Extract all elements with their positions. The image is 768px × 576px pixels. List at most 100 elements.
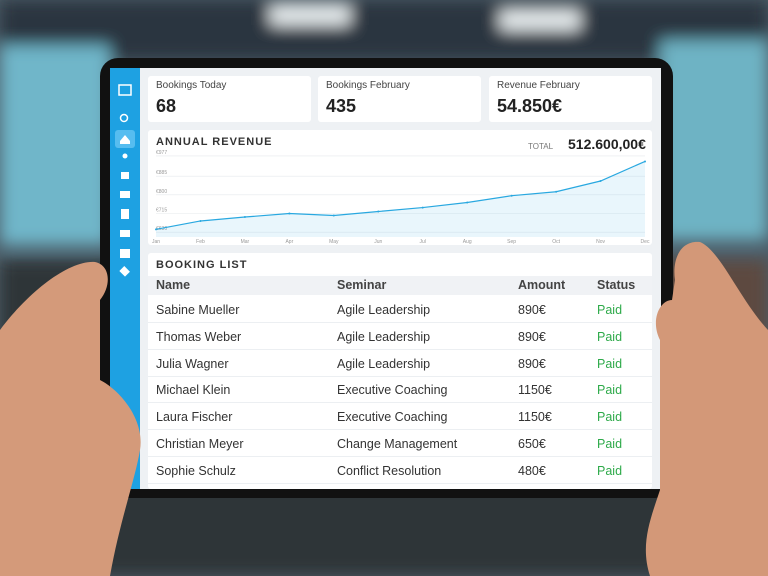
column-header: Seminar: [337, 278, 387, 292]
status: Paid: [597, 410, 623, 425]
row-divider: [148, 429, 652, 431]
card-label: Bookings Today: [156, 80, 227, 91]
row-divider: [148, 322, 652, 323]
contact-icon[interactable]: [121, 172, 129, 179]
data-point: [421, 206, 424, 209]
x-tick-label: Sep: [507, 239, 516, 245]
area-fill: [156, 161, 645, 237]
data-point: [644, 160, 646, 163]
data-point: [555, 190, 558, 193]
x-tick-label: May: [329, 239, 339, 245]
logo-icon[interactable]: [118, 84, 132, 96]
booking-title: BOOKING LIST: [156, 259, 248, 271]
total-label: TOTAL: [528, 142, 554, 151]
x-tick-label: Nov: [596, 239, 605, 245]
bank-icon[interactable]: [120, 249, 130, 258]
cell: 1150€: [518, 383, 552, 398]
status: Paid: [597, 437, 623, 451]
x-tick-label: Dec: [641, 239, 650, 245]
cash-icon[interactable]: [120, 230, 130, 237]
user-icon[interactable]: [122, 153, 128, 159]
doc-icon[interactable]: [121, 209, 129, 219]
status: Paid: [597, 329, 623, 344]
cell: Julia Wagner: [156, 356, 229, 371]
x-tick-label: Mar: [241, 239, 250, 245]
x-tick-label: Aug: [463, 239, 472, 245]
card-label: Revenue February: [497, 80, 580, 91]
stat-card: Bookings February 435: [318, 76, 481, 122]
y-tick-label: €630: [156, 226, 167, 232]
stat-card: Revenue February 54.850€: [489, 76, 652, 122]
status: Paid: [597, 356, 623, 371]
data-point: [155, 228, 157, 231]
data-point: [243, 216, 246, 219]
card-value: 68: [156, 96, 177, 116]
total-value: 512.600,00€: [568, 136, 646, 152]
column-header: Name: [156, 278, 191, 292]
cell: Sophie Schulz: [156, 463, 236, 478]
card-value: 54.850€: [497, 96, 563, 116]
cell: Conflict Resolution: [337, 463, 442, 478]
chart-title: ANNUAL REVENUE: [156, 136, 273, 148]
mail-icon[interactable]: [120, 191, 130, 198]
y-tick-label: €715: [156, 207, 167, 213]
x-tick-label: Apr: [285, 239, 293, 245]
cell: Agile Leadership: [337, 329, 431, 344]
status: Paid: [597, 303, 623, 317]
stat-card: Bookings Today 68: [148, 76, 311, 122]
cell: 1150€: [518, 410, 552, 425]
x-tick-label: Jul: [420, 239, 426, 245]
cell: 890€: [518, 356, 546, 371]
x-tick-label: Oct: [552, 239, 560, 245]
left-hand: [0, 261, 141, 576]
y-tick-label: €800: [156, 189, 167, 195]
tag-icon[interactable]: [119, 266, 130, 277]
card-label: Bookings February: [326, 80, 410, 91]
revenue-panel: ANNUAL REVENUE TOTAL 512.600,00€ €630 €71…: [148, 130, 652, 245]
right-hand: [645, 241, 768, 576]
data-point: [332, 214, 335, 217]
cell: Executive Coaching: [337, 383, 448, 398]
cell: Michael Klein: [156, 383, 231, 398]
data-point: [510, 194, 513, 197]
column-header: Status: [597, 278, 636, 292]
cell: 890€: [518, 329, 546, 344]
data-point: [466, 201, 469, 204]
x-tick-label: Jan: [152, 239, 160, 245]
cell: 480€: [518, 463, 546, 478]
x-tick-label: Jun: [374, 239, 382, 245]
cell: 890€: [518, 303, 546, 317]
data-point: [288, 212, 291, 215]
data-point: [377, 210, 380, 213]
cell: Executive Coaching: [337, 410, 448, 425]
row-divider: [148, 375, 652, 377]
row-divider: [148, 402, 652, 404]
cell: Laura Fischer: [156, 410, 233, 425]
data-point: [599, 179, 602, 182]
cell: Change Management: [337, 437, 458, 451]
cell: Agile Leadership: [337, 356, 431, 371]
home-icon[interactable]: [120, 135, 130, 144]
y-tick-label: €885: [156, 170, 167, 176]
y-tick-label: €977: [156, 150, 167, 156]
column-header: Amount: [518, 278, 566, 292]
card-value: 435: [326, 96, 357, 116]
screen: Bookings Today 68 Bookings February 435 Reve…: [110, 68, 661, 489]
row-divider: [148, 482, 652, 484]
cell: Sabine Mueller: [156, 303, 240, 317]
booking-panel: BOOKING LIST Name Seminar Amount Status Sabi…: [148, 253, 652, 489]
row-divider: [148, 456, 652, 457]
cell: Agile Leadership: [337, 303, 431, 317]
search-icon[interactable]: [119, 113, 129, 123]
status: Paid: [597, 463, 623, 478]
cell: Christian Meyer: [156, 437, 244, 451]
cell: 650€: [518, 437, 546, 451]
revenue-chart: €630 €715 €800 €885 €977 Jan Feb Mar Apr May Jun Ju…: [152, 150, 650, 245]
revenue-line: [155, 160, 646, 230]
row-divider: [148, 348, 652, 350]
x-tick-label: Feb: [196, 239, 205, 245]
status: Paid: [597, 383, 623, 398]
table-header: [148, 276, 652, 295]
